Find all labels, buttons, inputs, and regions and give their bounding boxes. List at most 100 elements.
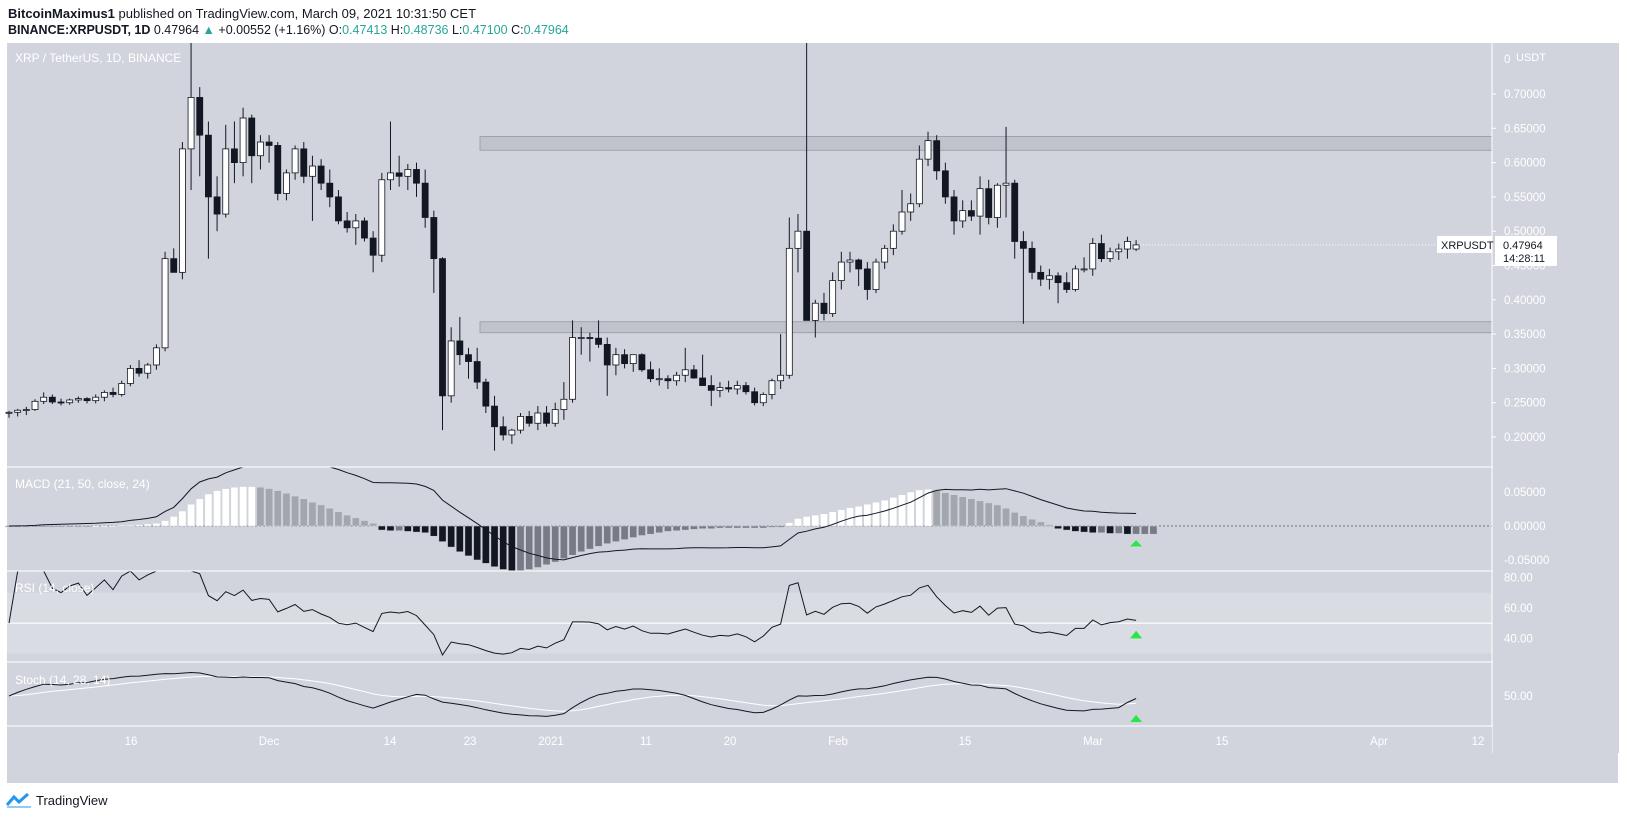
time-tick-label: 12: [1472, 736, 1485, 748]
candle: [205, 121, 212, 259]
candle: [283, 169, 290, 201]
candle: [248, 114, 256, 184]
candle-body: [283, 172, 290, 194]
macd-histogram-bar: [65, 525, 74, 528]
price-pane[interactable]: [5, 43, 1493, 451]
macd-histogram-bar: [213, 490, 221, 527]
candle-body: [1063, 282, 1071, 290]
candle-body: [517, 416, 524, 431]
publisher-name[interactable]: BitcoinMaximus1: [8, 6, 115, 21]
candle-body: [83, 398, 91, 402]
price-change: +0.00552 (+1.16%): [218, 23, 326, 37]
candle-body: [395, 172, 403, 177]
macd-histogram-bar: [768, 525, 776, 528]
macd-histogram-bar: [299, 498, 308, 527]
candle-body: [421, 182, 429, 218]
candle: [352, 214, 360, 245]
macd-histogram-bar: [308, 501, 317, 527]
macd-pane[interactable]: [5, 466, 1492, 572]
candle: [40, 392, 48, 405]
tradingview-brand[interactable]: TradingView: [6, 792, 108, 808]
candle-body: [1106, 251, 1114, 260]
rsi-signal-arrow-icon: [1130, 630, 1143, 639]
candle-body: [248, 117, 256, 157]
candle-body: [499, 426, 507, 436]
candle: [560, 382, 568, 420]
macd-histogram-bar: [265, 488, 273, 527]
close-label: C:: [511, 23, 524, 37]
macd-histogram-bar: [759, 525, 768, 529]
candle-body: [213, 196, 221, 215]
candle-body: [612, 354, 620, 366]
candle-body: [178, 148, 186, 273]
candle: [1019, 231, 1027, 324]
candle-body: [1098, 243, 1105, 260]
macd-histogram-bar: [690, 525, 698, 530]
macd-histogram-bar: [742, 525, 750, 529]
candle-body: [447, 340, 455, 397]
macd-histogram-bar: [395, 525, 403, 532]
macd-histogram-bar: [681, 525, 690, 531]
candle: [274, 142, 282, 201]
candle: [595, 320, 602, 348]
macd-histogram-bar: [707, 525, 716, 529]
candle: [525, 410, 533, 427]
candle: [603, 337, 611, 396]
rsi-pane[interactable]: [7, 570, 1492, 656]
candle-body: [690, 369, 698, 379]
time-axis[interactable]: 16 Dec 14 23 2021 11 20 Feb 15 Mar 15 Apr 12: [7, 727, 1492, 753]
candle: [621, 349, 628, 369]
candle: [118, 380, 126, 397]
candle-body: [525, 416, 533, 424]
candle-body: [647, 369, 654, 380]
candle-body: [92, 396, 100, 402]
macd-histogram-bar: [568, 525, 577, 556]
candle-body: [74, 398, 82, 401]
high-value: 0.48736: [403, 23, 449, 37]
candle: [430, 210, 438, 293]
candle: [456, 316, 464, 365]
macd-histogram-bar: [958, 496, 967, 527]
candle: [1028, 241, 1036, 280]
candle-body: [985, 188, 993, 218]
macd-histogram-bar: [239, 486, 247, 527]
macd-histogram-bar: [612, 525, 620, 542]
candle-body: [673, 374, 680, 382]
price-axis[interactable]: 0.200000.250000.300000.350000.400000.450…: [7, 43, 1619, 753]
candle: [664, 375, 672, 389]
candle-body: [291, 148, 299, 174]
candle: [48, 394, 56, 405]
candle: [22, 406, 30, 416]
candle: [92, 394, 100, 404]
price-tick-label: 0.20000: [1504, 432, 1546, 444]
candle: [759, 392, 767, 407]
macd-line: [8, 466, 1137, 561]
stoch-pane[interactable]: [8, 671, 1143, 723]
macd-tick-label: 0.00000: [1504, 521, 1546, 533]
macd-histogram-bar: [1106, 525, 1114, 534]
stoch-d-line: [8, 675, 1137, 712]
candle-body: [716, 387, 724, 391]
macd-histogram-bar: [1045, 524, 1054, 527]
candle: [673, 371, 680, 386]
candle: [170, 248, 178, 273]
candle-body: [681, 369, 689, 376]
macd-histogram-bar: [1080, 525, 1088, 533]
macd-histogram-bar: [846, 507, 854, 527]
macd-histogram-bar: [117, 525, 126, 527]
macd-histogram-bar: [48, 525, 57, 528]
macd-histogram-bar: [161, 520, 169, 527]
candle: [534, 406, 542, 431]
macd-histogram-bar: [542, 525, 551, 566]
candle-body: [48, 396, 56, 403]
candle: [811, 299, 819, 338]
candle-body: [638, 354, 646, 371]
candle-body: [187, 97, 195, 150]
macd-histogram-bar: [932, 490, 941, 527]
candle-body: [803, 230, 811, 321]
candle-body: [439, 258, 446, 397]
candle: [144, 362, 152, 379]
candle-body: [811, 302, 819, 321]
trading-chart[interactable]: 0.200000.250000.300000.350000.400000.450…: [0, 43, 1627, 783]
candle: [1124, 236, 1131, 259]
